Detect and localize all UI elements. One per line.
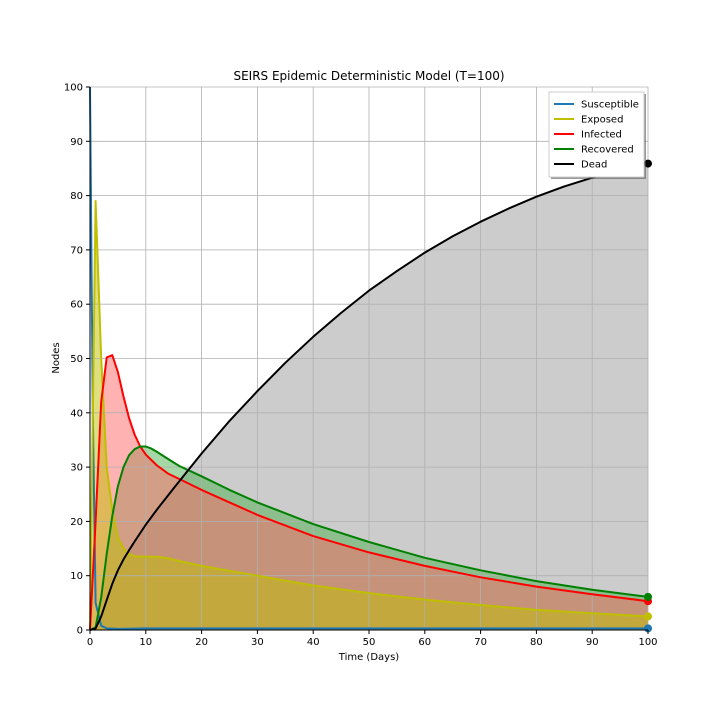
- series-line-infected: [89, 354, 649, 631]
- x-tick-label-80: 80: [530, 637, 543, 648]
- series-line-recovered: [89, 445, 649, 631]
- x-tick-label-100: 100: [638, 637, 657, 648]
- y-tick-label-0: 0: [77, 626, 83, 637]
- legend-label-recovered: Recovered: [581, 145, 634, 156]
- y-tick-label-80: 80: [70, 191, 83, 202]
- y-tick-label-50: 50: [70, 354, 83, 365]
- y-axis-label: Nodes: [51, 342, 62, 373]
- y-tick-label-70: 70: [70, 245, 83, 256]
- x-tick-label-90: 90: [586, 637, 599, 648]
- legend: Susceptible Exposed Infected Recovered Dead: [548, 91, 646, 179]
- end-marker-exposed: [644, 612, 652, 621]
- chart-title: SEIRS Epidemic Deterministic Model (T=10…: [233, 69, 504, 83]
- y-tick-label-30: 30: [70, 463, 83, 474]
- area-infected: [90, 355, 648, 630]
- y-tick-label-60: 60: [70, 300, 83, 311]
- series-line-exposed: [89, 200, 649, 631]
- y-tick-label-90: 90: [70, 137, 83, 148]
- x-tick-label-10: 10: [139, 637, 152, 648]
- end-marker-recovered: [644, 592, 652, 601]
- legend-label-dead: Dead: [581, 160, 607, 171]
- x-tick-label-20: 20: [195, 637, 208, 648]
- x-tick-label-50: 50: [363, 637, 376, 648]
- tick-labels: 0 10 20 30 40 50 60 70 80 90 100 0 10 20 30 40 50 60 70 80 9…: [64, 83, 658, 649]
- x-tick-label-0: 0: [87, 637, 93, 648]
- series-line-susceptible: [89, 86, 648, 630]
- x-tick-label-40: 40: [307, 637, 320, 648]
- series-lines: [89, 86, 649, 631]
- x-tick-label-70: 70: [474, 637, 487, 648]
- x-tick-label-60: 60: [418, 637, 431, 648]
- legend-label-susceptible: Susceptible: [581, 100, 639, 111]
- x-tick-label-30: 30: [251, 637, 264, 648]
- legend-label-exposed: Exposed: [581, 115, 623, 126]
- y-tick-label-100: 100: [64, 83, 83, 94]
- y-tick-label-20: 20: [70, 517, 83, 528]
- axes: [86, 86, 649, 634]
- legend-label-infected: Infected: [581, 130, 622, 141]
- series-line-dead: [89, 162, 649, 631]
- x-axis-label: Time (Days): [338, 652, 400, 663]
- y-tick-label-10: 10: [70, 571, 83, 582]
- y-tick-label-40: 40: [70, 408, 83, 419]
